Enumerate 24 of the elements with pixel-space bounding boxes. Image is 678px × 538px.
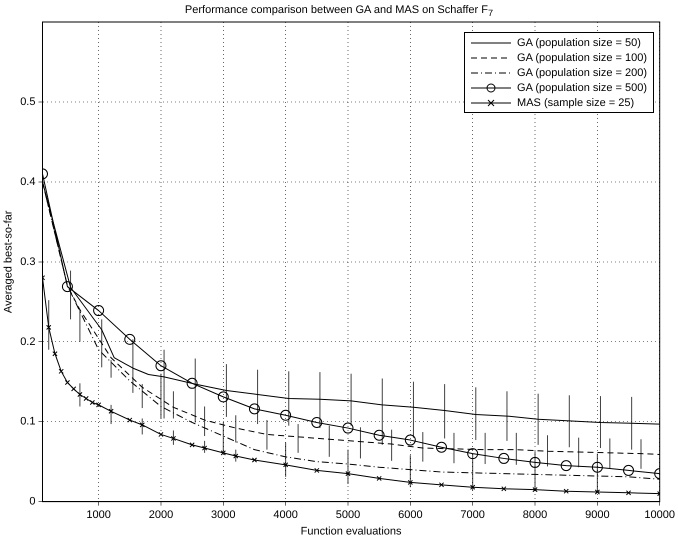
x-tick-label: 6000 xyxy=(398,509,423,522)
x-tick-label: 9000 xyxy=(585,509,610,522)
x-axis-title: Function evaluations xyxy=(300,525,402,538)
x-tick-label: 10000 xyxy=(644,509,676,522)
x-tick-label: 5000 xyxy=(336,509,360,522)
x-tick-label: 1000 xyxy=(86,509,111,522)
x-tick-label: 7000 xyxy=(460,509,485,522)
legend-label: MAS (sample size = 25) xyxy=(517,96,634,108)
y-tick-label: 0 xyxy=(29,496,36,508)
legend-label: GA (population size = 100) xyxy=(517,52,647,64)
legend-label: GA (population size = 200) xyxy=(517,66,647,78)
y-axis-title: Averaged best-so-far xyxy=(2,210,15,314)
x-tick-label: 8000 xyxy=(522,509,548,522)
legend-label: GA (population size = 500) xyxy=(517,82,647,94)
legend-label: GA (population size = 50) xyxy=(517,36,641,48)
y-tick-label: 0.3 xyxy=(20,256,36,268)
chart-title: Performance comparison between GA and MAS on Schaffer F$_{7}$ xyxy=(184,4,494,18)
y-tick-label: 0.4 xyxy=(20,176,36,188)
y-tick-label: 0.1 xyxy=(20,416,36,428)
y-tick-label: 0.2 xyxy=(20,336,36,348)
x-tick-label: 3000 xyxy=(211,509,236,522)
y-tick-label: 0.5 xyxy=(20,96,36,108)
x-tick-label: 2000 xyxy=(148,509,174,522)
x-tick-label: 4000 xyxy=(273,509,298,522)
